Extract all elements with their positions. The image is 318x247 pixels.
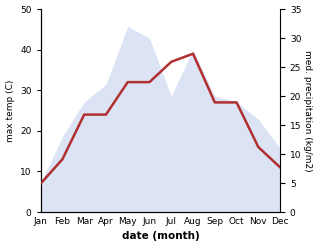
- Y-axis label: med. precipitation (kg/m2): med. precipitation (kg/m2): [303, 50, 313, 171]
- X-axis label: date (month): date (month): [121, 231, 199, 242]
- Y-axis label: max temp (C): max temp (C): [5, 79, 15, 142]
